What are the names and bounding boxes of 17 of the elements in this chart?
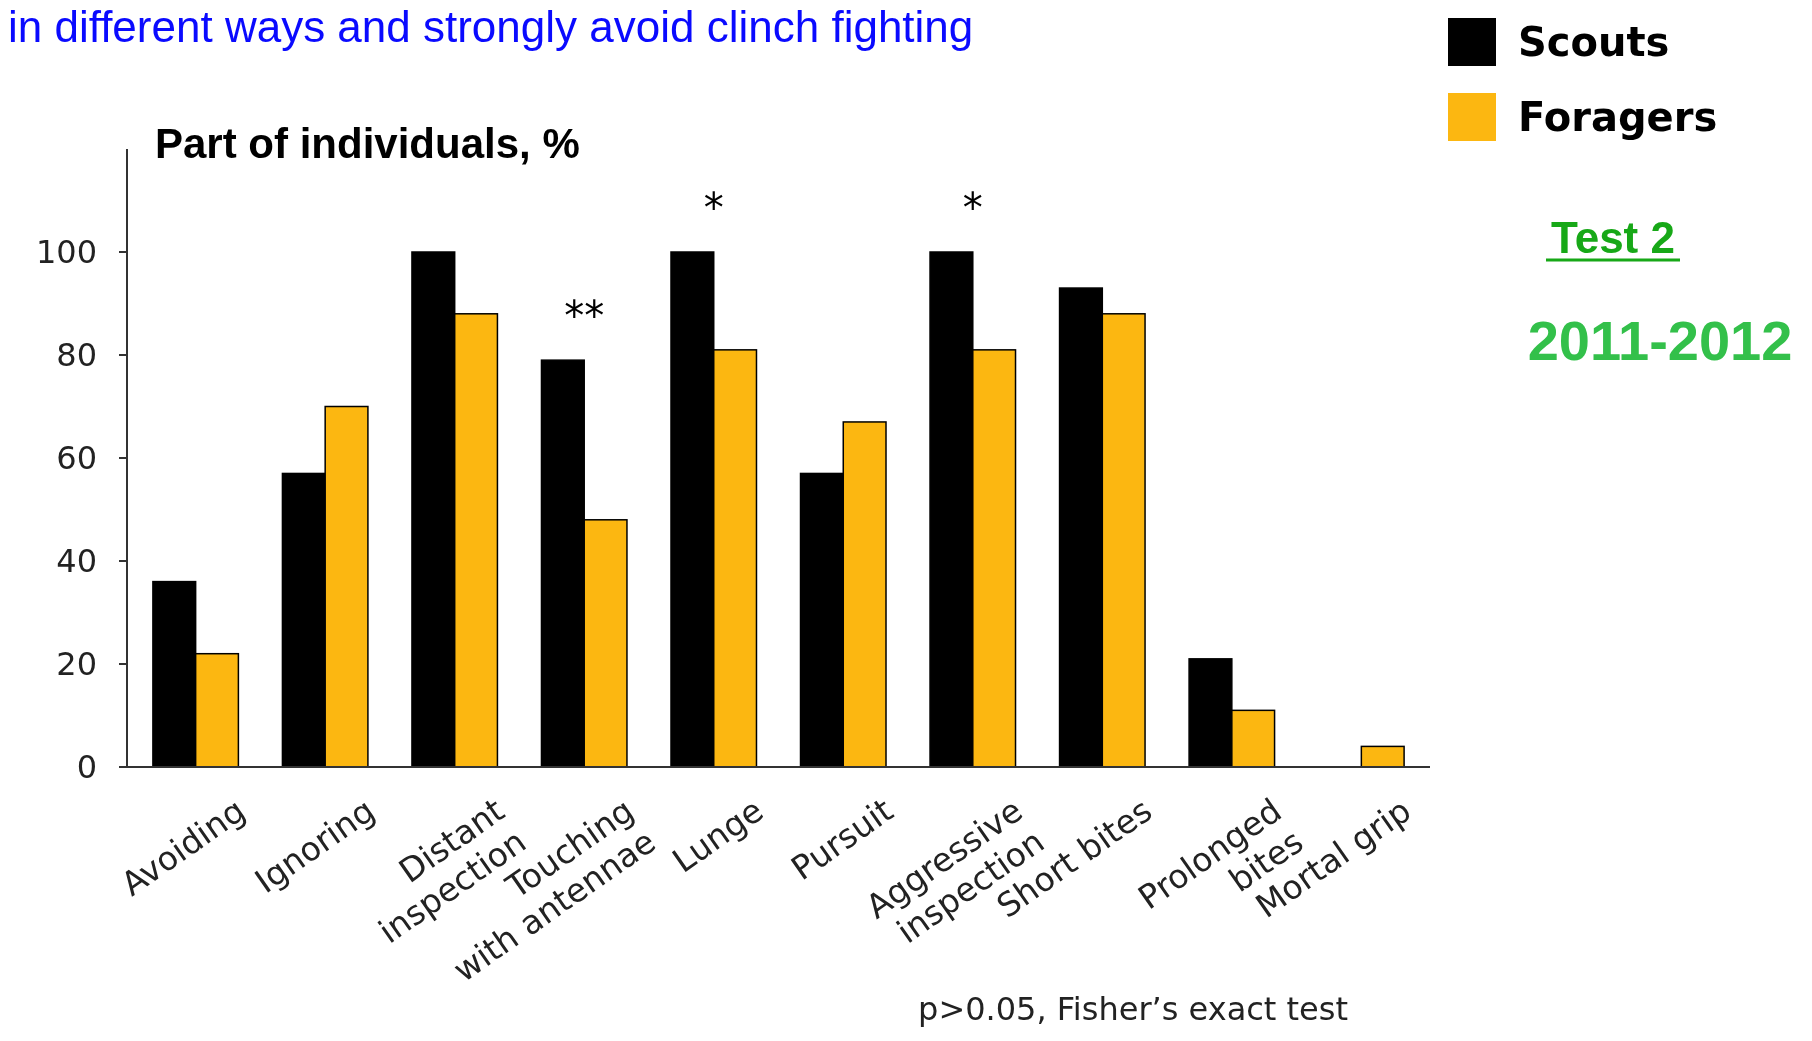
legend-label: Scouts <box>1518 19 1670 65</box>
annotation: * <box>703 185 724 231</box>
annotation: ** <box>564 293 605 340</box>
y-axis-title: Part of individuals, % <box>155 120 580 167</box>
bar <box>1360 745 1405 768</box>
y-tick-label: 80 <box>56 336 97 375</box>
chart-title: in different ways and strongly avoid clinch fighting <box>8 2 974 51</box>
text: p>0.05, Fisher’s exact test <box>918 990 1348 1028</box>
y-tick-label: 0 <box>76 748 97 787</box>
y-tick-label: 60 <box>56 439 97 478</box>
text: Test 2 <box>1551 213 1675 262</box>
y-tick-label: 100 <box>35 233 97 272</box>
legend-label: Foragers <box>1518 94 1718 140</box>
annotation: * <box>962 185 983 231</box>
y-tick-label: 40 <box>56 542 97 581</box>
y-tick-label: 20 <box>56 645 97 684</box>
text: 2011-2012 <box>1527 309 1793 372</box>
